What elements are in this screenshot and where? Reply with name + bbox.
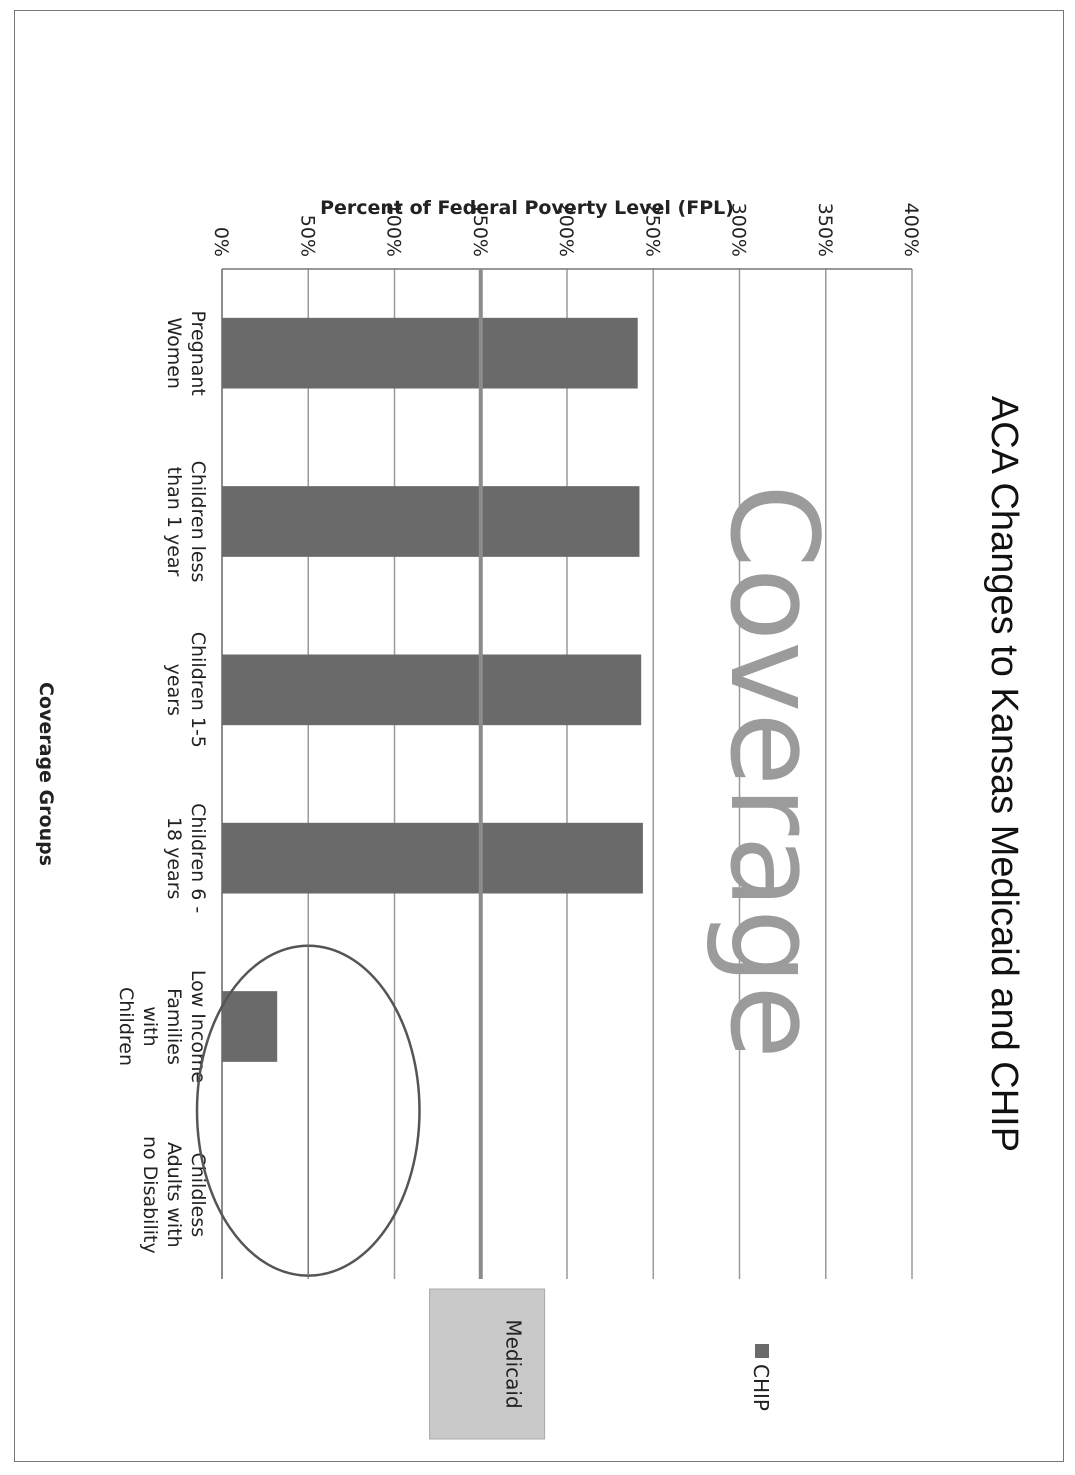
category-label: Low IncomeFamilieswithChildren	[115, 970, 209, 1083]
y-tick-label: 300%	[728, 203, 750, 257]
bar-chart: ACA Changes to Kansas Medicaid and CHIP …	[35, 197, 1025, 1440]
bars	[222, 317, 643, 1062]
category-label: Children lessthan 1 year	[163, 461, 209, 583]
y-tick-label: 350%	[814, 203, 836, 257]
rotated-chart-container: ACA Changes to Kansas Medicaid and CHIP …	[12, 14, 1062, 1464]
category-labels: PregnantWomen Children lessthan 1 year Chi…	[115, 310, 209, 1253]
page-frame	[14, 10, 1064, 1462]
y-tick-label: 150%	[469, 203, 491, 257]
category-label: Children 1-5years	[163, 632, 209, 748]
category-label: Children 6 -18 years	[163, 803, 209, 913]
annotation-overlay: Medicaid	[195, 269, 546, 1440]
y-tick-label: 400%	[900, 203, 922, 257]
legend-label-chip: CHIP	[749, 1364, 773, 1411]
x-axis-label: Coverage Groups	[35, 682, 57, 866]
gridlines	[221, 268, 913, 1279]
bar-chip	[222, 991, 278, 1062]
medicaid-label: Medicaid	[502, 1319, 526, 1408]
y-axis-label: Percent of Federal Poverty Level (FPL)	[320, 197, 734, 219]
bar-chip	[222, 654, 642, 726]
watermark-text: Coverage	[703, 484, 842, 1059]
bar-chip	[222, 822, 643, 894]
y-tick-label: 250%	[641, 203, 663, 257]
bar-chip	[222, 486, 640, 557]
y-tick-label: 0%	[210, 227, 232, 257]
legend: CHIP	[749, 1344, 773, 1411]
y-tick-labels: 0% 50% 100% 150% 200% 250% 300% 350% 400%	[210, 203, 922, 257]
medicaid-box	[429, 1288, 546, 1440]
category-label: PregnantWomen	[163, 310, 209, 395]
category-label: ChildlessAdults withno Disability	[139, 1136, 209, 1254]
y-tick-label: 200%	[555, 203, 577, 257]
bar-chip	[222, 317, 638, 389]
y-tick-label: 100%	[383, 203, 405, 257]
y-tick-label: 50%	[296, 215, 318, 257]
legend-swatch-chip	[755, 1344, 769, 1358]
chart-title: ACA Changes to Kansas Medicaid and CHIP	[983, 396, 1025, 1152]
